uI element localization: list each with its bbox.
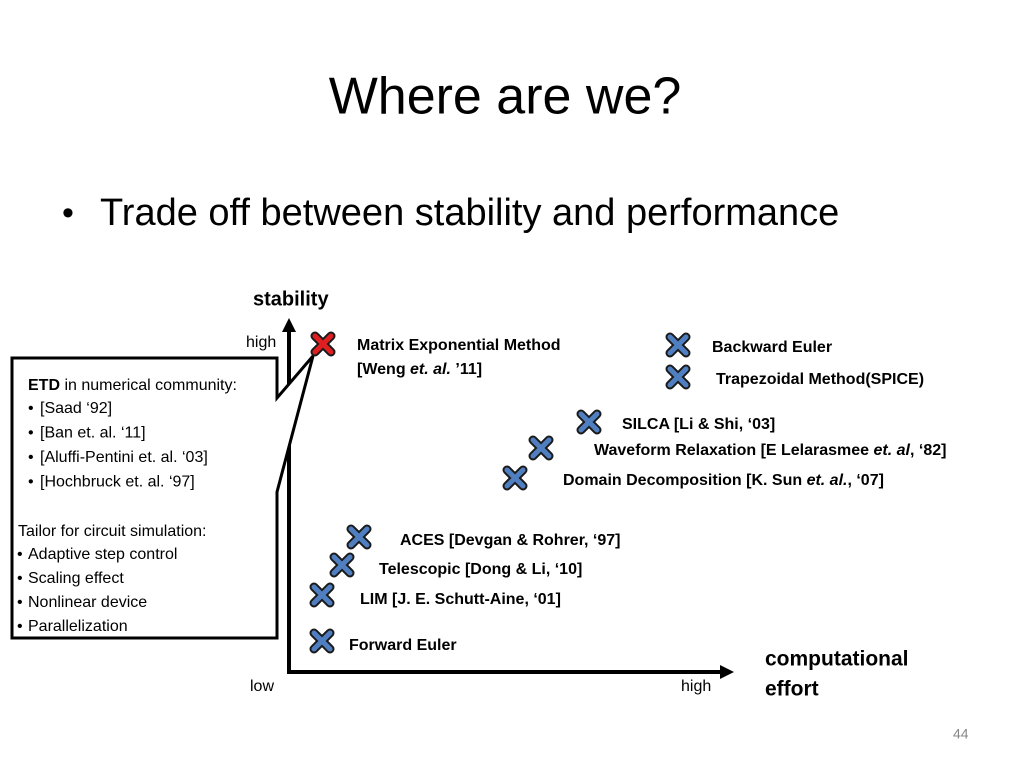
method-label: Backward Euler	[712, 339, 832, 356]
callout-subheading: Tailor for circuit simulation:	[18, 523, 207, 540]
mark-fill	[504, 467, 526, 489]
mark-fill	[348, 526, 370, 548]
mark-fill	[530, 437, 552, 459]
mark-fill	[578, 411, 600, 433]
mark-fill	[312, 333, 334, 355]
method-label: Matrix Exponential Method	[357, 337, 561, 354]
item-bullet: •	[17, 570, 23, 587]
label-part: [Weng	[357, 361, 410, 378]
heading-rest: in numerical community:	[60, 377, 237, 394]
method-mark	[665, 364, 691, 390]
y-axis-label: stability	[253, 288, 329, 310]
label-part: Matrix Exponential Method	[357, 337, 561, 354]
label-part: LIM [J. E. Schutt-Aine, ‘01]	[360, 591, 561, 608]
callout-item: Scaling effect	[28, 570, 124, 587]
ref-item: [Aluffi-Pentini et. al. ‘03]	[40, 449, 208, 466]
item-bullet: •	[17, 546, 23, 563]
callout-heading: ETD in numerical community:	[28, 377, 237, 394]
method-label: Domain Decomposition [K. Sun et. al., ‘0…	[563, 472, 884, 489]
ref-item: [Saad ‘92]	[40, 400, 112, 417]
x-arrow	[720, 665, 734, 679]
label-part: , ‘07]	[847, 472, 883, 489]
callout-item: Adaptive step control	[28, 546, 177, 563]
heading-bold: ETD	[28, 377, 60, 394]
page-number: 44	[953, 726, 969, 742]
label-part: SILCA [Li & Shi, ‘03]	[622, 416, 775, 433]
label-part: Trapezoidal Method(SPICE)	[716, 371, 924, 388]
methods: Matrix Exponential Method [Weng et. al. ’…	[309, 331, 946, 654]
method-mark	[528, 435, 554, 461]
x-high-label: high	[681, 678, 711, 695]
method-label: Waveform Relaxation [E Lelarasmee et. al…	[594, 442, 946, 459]
method-label: Trapezoidal Method(SPICE)	[716, 371, 924, 388]
mark-fill	[331, 554, 353, 576]
label-part: Backward Euler	[712, 339, 832, 356]
method-mark	[346, 524, 372, 550]
ref-item: [Hochbruck et. al. ‘97]	[40, 474, 195, 491]
method-label: ACES [Devgan & Rohrer, ‘97]	[400, 532, 621, 549]
method-label: Forward Euler	[349, 637, 457, 654]
ref-bullet: •	[28, 474, 34, 491]
item-bullet: •	[17, 594, 23, 611]
method-mark	[329, 552, 355, 578]
x-low-label: low	[250, 678, 274, 695]
method-label: SILCA [Li & Shi, ‘03]	[622, 416, 775, 433]
callout-item: Nonlinear device	[28, 594, 147, 611]
y-high-label: high	[246, 334, 276, 351]
mark-fill	[667, 366, 689, 388]
y-arrow	[282, 318, 296, 332]
method-mark	[310, 331, 336, 357]
bullet-text: Trade off between stability and performa…	[100, 192, 839, 234]
label-part: Telescopic [Dong & Li, ‘10]	[379, 561, 582, 578]
method-mark	[309, 582, 335, 608]
method-mark	[309, 628, 335, 654]
ref-bullet: •	[28, 449, 34, 466]
x-axis-label: computational	[765, 648, 909, 671]
label-part: ’11]	[451, 361, 482, 378]
ref-bullet: •	[28, 425, 34, 442]
method-label: [Weng et. al. ’11]	[357, 361, 482, 378]
label-part: , ‘82]	[910, 442, 946, 459]
item-bullet: •	[17, 618, 23, 635]
callout-item: Parallelization	[28, 618, 128, 635]
axes	[282, 318, 734, 679]
ref-item: [Ban et. al. ‘11]	[40, 425, 146, 442]
label-part: ACES [Devgan & Rohrer, ‘97]	[400, 532, 621, 549]
label-part: Forward Euler	[349, 637, 457, 654]
callout: ETD in numerical community: • [Saad ‘92] • […	[17, 377, 237, 635]
label-part: Waveform Relaxation [E Lelarasmee	[594, 442, 874, 459]
ref-bullet: •	[28, 400, 34, 417]
x-axis-label: effort	[765, 678, 819, 701]
method-mark	[502, 465, 528, 491]
label-part: et. al	[874, 442, 911, 459]
label-part: Domain Decomposition [K. Sun	[563, 472, 807, 489]
method-label: LIM [J. E. Schutt-Aine, ‘01]	[360, 591, 561, 608]
mark-fill	[667, 334, 689, 356]
mark-fill	[311, 584, 333, 606]
method-mark	[576, 409, 602, 435]
label-part: et. al.	[807, 472, 848, 489]
slide-title: Where are we?	[329, 68, 682, 126]
mark-fill	[311, 630, 333, 652]
label-part: et. al.	[410, 361, 451, 378]
callout-box	[10, 355, 315, 640]
method-label: Telescopic [Dong & Li, ‘10]	[379, 561, 582, 578]
method-mark	[665, 332, 691, 358]
bullet-dot: •	[62, 194, 74, 232]
